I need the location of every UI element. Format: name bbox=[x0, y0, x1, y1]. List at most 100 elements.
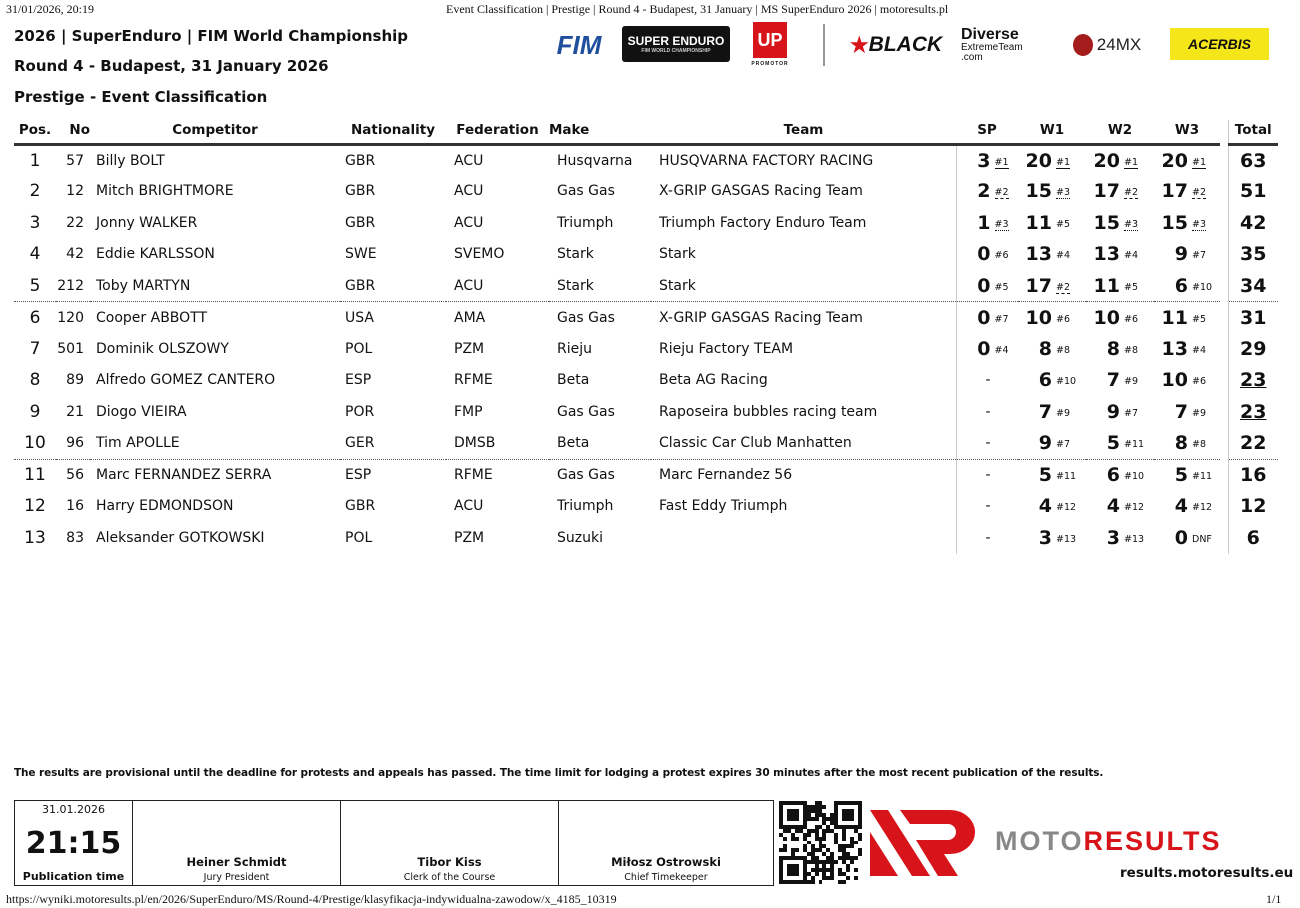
table-row[interactable]: 3 22 Jonny WALKER GBR ACU Triumph Triumph Fact… bbox=[14, 207, 1278, 239]
heat-rank-badge: DNF bbox=[1188, 534, 1212, 545]
heat-rank-badge: #3 bbox=[1052, 187, 1076, 200]
heat-rank-badge: #1 bbox=[991, 156, 1015, 169]
points: 7 bbox=[1174, 400, 1188, 423]
diverse-logo: Diverse ExtremeTeam .com bbox=[961, 26, 1043, 64]
points: 11 bbox=[1161, 306, 1188, 329]
w3-score: 4 #12 bbox=[1154, 491, 1220, 523]
heat-rank: #7 bbox=[994, 313, 1009, 325]
round-title: Round 4 - Budapest, 31 January 2026 bbox=[14, 57, 329, 75]
table-row[interactable]: 10 96 Tim APOLLE GER DMSB Beta Classic Car Clu… bbox=[14, 427, 1278, 460]
w2-score: 13 #4 bbox=[1086, 239, 1154, 271]
heat-rank-badge: #13 bbox=[1120, 534, 1144, 545]
points: 6 bbox=[1038, 369, 1052, 392]
site-link[interactable]: results.motoresults.eu bbox=[1120, 865, 1294, 881]
table-row[interactable]: 11 56 Marc FERNANDEZ SERRA ESP RFME Gas Gas Ma… bbox=[14, 459, 1278, 491]
w2-score: 4 #12 bbox=[1086, 491, 1154, 523]
table-row[interactable]: 6 120 Cooper ABBOTT USA AMA Gas Gas X-GRIP GAS… bbox=[14, 301, 1278, 334]
heat-rank: #11 bbox=[1124, 439, 1145, 450]
heat-rank-badge: #1 bbox=[1188, 156, 1212, 169]
sp-score: 0 #4 bbox=[955, 333, 1018, 365]
heat-rank: #13 bbox=[1124, 533, 1145, 545]
table-row[interactable]: 12 16 Harry EDMONDSON GBR ACU Triumph Fast Edd… bbox=[14, 490, 1278, 523]
make: Rieju bbox=[557, 340, 592, 357]
heat-rank: #5 bbox=[1192, 313, 1207, 325]
table-row[interactable]: 13 83 Aleksander GOTKOWSKI POL PZM Suzuki - 3 #1… bbox=[14, 522, 1278, 554]
w3-score: 11 #5 bbox=[1154, 302, 1220, 334]
total-points: 31 bbox=[1227, 301, 1278, 333]
qr-code[interactable] bbox=[779, 801, 862, 884]
column-header-federation[interactable]: Federation bbox=[446, 120, 549, 146]
total-points: 23 bbox=[1227, 364, 1278, 396]
column-header-nationality[interactable]: Nationality bbox=[340, 120, 446, 146]
sp-score: 0 #5 bbox=[955, 270, 1018, 302]
heat-rank-badge: #8 bbox=[1052, 345, 1076, 356]
sp-score: - bbox=[955, 490, 1018, 522]
column-header-no[interactable]: No bbox=[56, 120, 90, 146]
w1-score: 10 #6 bbox=[1018, 302, 1086, 334]
heat-rank-badge: #9 bbox=[1188, 408, 1212, 419]
make: Gas Gas bbox=[557, 183, 615, 200]
position: 7 bbox=[29, 338, 41, 359]
nationality: POL bbox=[345, 529, 373, 546]
column-header-total[interactable]: Total bbox=[1227, 120, 1278, 146]
heat-rank-badge: #5 bbox=[1120, 282, 1144, 293]
official-role: Jury President bbox=[203, 872, 270, 883]
table-row[interactable]: 5 212 Toby MARTYN GBR ACU Stark Stark 0 #5 17 #2 11… bbox=[14, 270, 1278, 302]
table-row[interactable]: 1 57 Billy BOLT GBR ACU Husqvarna HUSQVARNA FA… bbox=[14, 144, 1278, 176]
table-row[interactable]: 7 501 Dominik OLSZOWY POL PZM Rieju Rieju Fact… bbox=[14, 333, 1278, 365]
points: 5 bbox=[1038, 464, 1052, 486]
black-logo: ★ BLACK bbox=[848, 30, 944, 60]
24mx-logo: 24MX bbox=[1059, 32, 1155, 58]
column-header-team[interactable]: Team bbox=[651, 120, 956, 146]
w1-score: 3 #13 bbox=[1018, 522, 1086, 554]
superenduro-text: SUPER ENDURO bbox=[627, 34, 725, 48]
make: Husqvarna bbox=[557, 152, 633, 169]
table-row[interactable]: 8 89 Alfredo GOMEZ CANTERO ESP RFME Beta Beta … bbox=[14, 364, 1278, 396]
heat-rank-badge: #5 bbox=[1052, 219, 1076, 230]
points: 10 bbox=[1025, 306, 1052, 329]
column-header-w3[interactable]: W3 bbox=[1154, 120, 1220, 146]
publication-box: 31.01.2026 21:15 Publication time Heiner… bbox=[14, 800, 774, 886]
heat-rank: #6 bbox=[1124, 313, 1139, 325]
competitor-name: Marc FERNANDEZ SERRA bbox=[96, 467, 272, 483]
table-row[interactable]: 9 21 Diogo VIEIRA POR FMP Gas Gas Raposeira bu… bbox=[14, 396, 1278, 428]
column-header-sp[interactable]: SP bbox=[956, 120, 1018, 146]
points: - bbox=[985, 467, 991, 483]
heat-rank: #3 bbox=[1124, 218, 1139, 231]
column-header-w2[interactable]: W2 bbox=[1086, 120, 1154, 146]
total-points: 35 bbox=[1227, 238, 1278, 270]
print-page-number: 1/1 bbox=[1266, 892, 1282, 906]
heat-rank-badge: #1 bbox=[1052, 156, 1076, 169]
column-header-competitor[interactable]: Competitor bbox=[90, 120, 340, 146]
w2-score: 10 #6 bbox=[1086, 302, 1154, 334]
sp-score: - bbox=[955, 427, 1018, 460]
make: Gas Gas bbox=[557, 403, 615, 420]
rider-number: 96 bbox=[56, 427, 90, 460]
heat-rank-badge: #11 bbox=[1120, 439, 1144, 450]
column-header-w1[interactable]: W1 bbox=[1018, 120, 1086, 146]
points: 15 bbox=[1093, 211, 1120, 234]
classification-title: Prestige - Event Classification bbox=[14, 88, 268, 106]
team: Raposeira bubbles racing team bbox=[659, 403, 878, 420]
points: 13 bbox=[1025, 243, 1052, 266]
table-row[interactable]: 4 42 Eddie KARLSSON SWE SVEMO Stark Stark 0 #6 13… bbox=[14, 238, 1278, 271]
classification-table: Pos. No Competitor Nationality Federation Mak… bbox=[14, 120, 1278, 554]
points: - bbox=[985, 403, 991, 420]
w2-score: 20 #1 bbox=[1086, 144, 1154, 176]
heat-rank-badge: #7 bbox=[991, 314, 1015, 325]
column-gap bbox=[1220, 270, 1228, 302]
column-header-pos[interactable]: Pos. bbox=[14, 120, 56, 146]
w1-score: 17 #2 bbox=[1018, 270, 1086, 302]
total-points: 16 bbox=[1227, 459, 1278, 491]
table-row[interactable]: 2 12 Mitch BRIGHTMORE GBR ACU Gas Gas X-GRIP G… bbox=[14, 175, 1278, 207]
official-role: Clerk of the Course bbox=[403, 872, 496, 883]
heat-rank-badge: #6 bbox=[1188, 376, 1212, 387]
team: Stark bbox=[651, 270, 956, 302]
heat-rank: #4 bbox=[1056, 250, 1071, 262]
acerbis-logo: ACERBIS bbox=[1170, 28, 1269, 60]
column-header-make[interactable]: Make bbox=[549, 120, 651, 146]
heat-rank-badge: #4 bbox=[1188, 345, 1212, 356]
points: 8 bbox=[1038, 337, 1052, 360]
motoresults-wordmark: MOTORESULTS bbox=[995, 826, 1222, 857]
competitor-name: Harry EDMONDSON bbox=[96, 498, 234, 515]
